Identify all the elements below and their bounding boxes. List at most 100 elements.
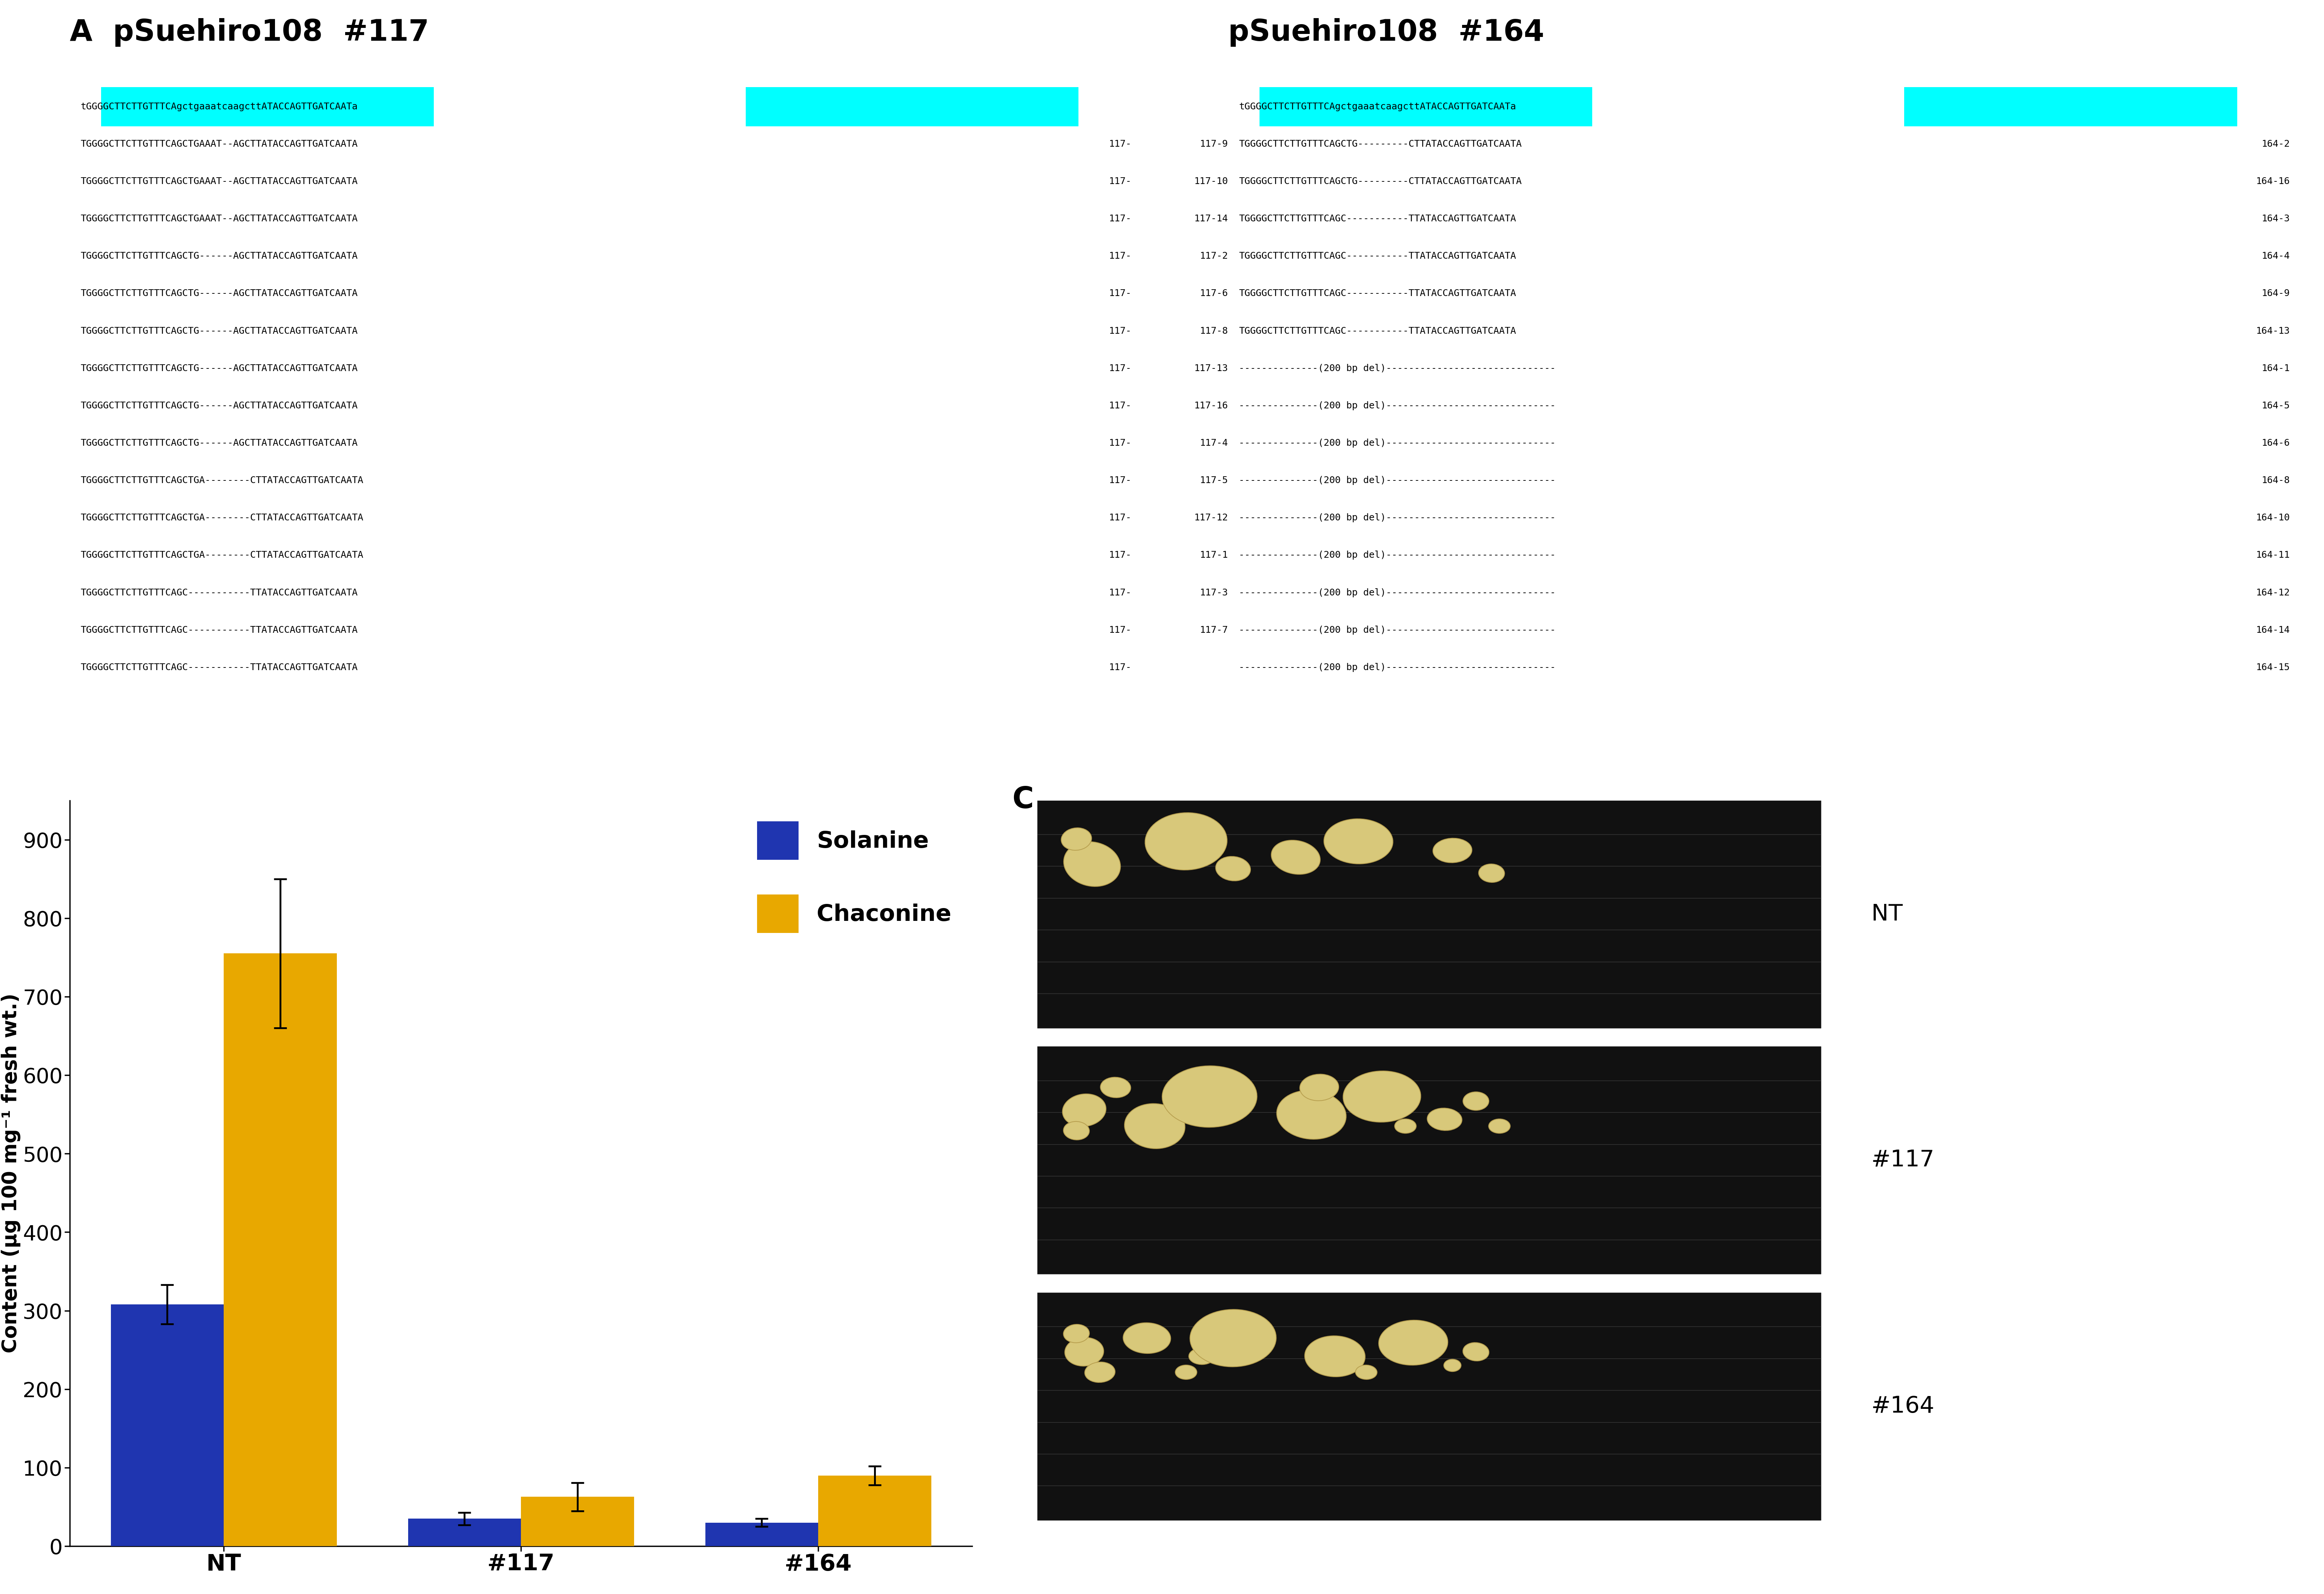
Text: TGGGGCTTCTTGTTTCAGCTGA--------CTTATACCAGTTGATCAATA: TGGGGCTTCTTGTTTCAGCTGA--------CTTATACCAG… <box>81 477 363 485</box>
Text: TGGGGCTTCTTGTTTCAGCTG------AGCTTATACCAGTTGATCAATA: TGGGGCTTCTTGTTTCAGCTG------AGCTTATACCAGT… <box>81 327 358 335</box>
Bar <box>1037 1293 1820 1521</box>
Text: TGGGGCTTCTTGTTTCAGCTGAAAT--AGCTTATACCAGTTGATCAATA: TGGGGCTTCTTGTTTCAGCTGAAAT--AGCTTATACCAGT… <box>81 214 358 223</box>
Text: TGGGGCTTCTTGTTTCAGCTGA--------CTTATACCAGTTGATCAATA: TGGGGCTTCTTGTTTCAGCTGA--------CTTATACCAG… <box>81 513 363 523</box>
Ellipse shape <box>1394 1119 1415 1133</box>
Text: #164: #164 <box>1871 1395 1934 1417</box>
Ellipse shape <box>1064 1337 1104 1366</box>
Text: 117-: 117- <box>1109 625 1132 634</box>
Ellipse shape <box>1162 1066 1257 1127</box>
Text: 117-: 117- <box>1109 327 1132 335</box>
Bar <box>1260 88 1592 126</box>
Text: 117-7: 117-7 <box>1199 625 1227 634</box>
Ellipse shape <box>1343 1071 1420 1122</box>
Ellipse shape <box>1064 1122 1090 1140</box>
Ellipse shape <box>1325 819 1392 864</box>
Ellipse shape <box>1062 827 1092 850</box>
Bar <box>746 88 1078 126</box>
Ellipse shape <box>1464 1092 1490 1111</box>
Text: 164-15: 164-15 <box>2257 663 2289 673</box>
Text: 117-14: 117-14 <box>1195 214 1227 223</box>
Ellipse shape <box>1176 1364 1197 1379</box>
Ellipse shape <box>1299 1074 1339 1101</box>
Text: TGGGGCTTCTTGTTTCAGCTGA--------CTTATACCAGTTGATCAATA: TGGGGCTTCTTGTTTCAGCTGA--------CTTATACCAG… <box>81 550 363 559</box>
Ellipse shape <box>1355 1364 1378 1379</box>
Text: 117-: 117- <box>1109 550 1132 559</box>
Ellipse shape <box>1085 1361 1116 1382</box>
Ellipse shape <box>1271 840 1320 874</box>
Text: 164-4: 164-4 <box>2261 252 2289 261</box>
Ellipse shape <box>1490 1119 1511 1133</box>
Text: TGGGGCTTCTTGTTTCAGCTGAAAT--AGCTTATACCAGTTGATCAATA: TGGGGCTTCTTGTTTCAGCTGAAAT--AGCTTATACCAGT… <box>81 177 358 186</box>
Text: 164-9: 164-9 <box>2261 289 2289 298</box>
Ellipse shape <box>1434 838 1471 862</box>
Ellipse shape <box>1443 1360 1462 1371</box>
Text: --------------(200 bp del)------------------------------: --------------(200 bp del)--------------… <box>1239 438 1555 448</box>
Ellipse shape <box>1462 1342 1490 1361</box>
Text: A  pSuehiro108  #117: A pSuehiro108 #117 <box>70 18 430 46</box>
Text: 164-11: 164-11 <box>2257 550 2289 559</box>
Text: tGGGGCTTCTTGTTTCAgctgaaatcaagcttATACCAGTTGATCAATa: tGGGGCTTCTTGTTTCAgctgaaatcaagcttATACCAGT… <box>81 102 358 112</box>
Text: 164-14: 164-14 <box>2257 625 2289 634</box>
Ellipse shape <box>1478 864 1504 883</box>
Text: TGGGGCTTCTTGTTTCAGC-----------TTATACCAGTTGATCAATA: TGGGGCTTCTTGTTTCAGC-----------TTATACCAGT… <box>1239 252 1515 261</box>
Text: C: C <box>1011 786 1034 815</box>
Ellipse shape <box>1062 1093 1106 1127</box>
Text: 117-12: 117-12 <box>1195 513 1227 523</box>
Text: TGGGGCTTCTTGTTTCAGC-----------TTATACCAGTTGATCAATA: TGGGGCTTCTTGTTTCAGC-----------TTATACCAGT… <box>81 588 358 598</box>
Text: 117-: 117- <box>1109 402 1132 410</box>
Ellipse shape <box>1125 1103 1185 1149</box>
Y-axis label: Content (µg 100 mg⁻¹ fresh wt.): Content (µg 100 mg⁻¹ fresh wt.) <box>0 993 21 1353</box>
Text: --------------(200 bp del)------------------------------: --------------(200 bp del)--------------… <box>1239 477 1555 485</box>
Text: 117-: 117- <box>1109 363 1132 373</box>
Text: --------------(200 bp del)------------------------------: --------------(200 bp del)--------------… <box>1239 663 1555 673</box>
Text: 117-: 117- <box>1109 289 1132 298</box>
Ellipse shape <box>1378 1320 1448 1364</box>
Text: TGGGGCTTCTTGTTTCAGCTG------AGCTTATACCAGTTGATCAATA: TGGGGCTTCTTGTTTCAGCTG------AGCTTATACCAGT… <box>81 438 358 448</box>
Bar <box>818 1476 932 1546</box>
Text: 117-16: 117-16 <box>1195 402 1227 410</box>
Ellipse shape <box>1102 1078 1132 1098</box>
Text: TGGGGCTTCTTGTTTCAGCTG------AGCTTATACCAGTTGATCAATA: TGGGGCTTCTTGTTTCAGCTG------AGCTTATACCAGT… <box>81 363 358 373</box>
Ellipse shape <box>1190 1309 1276 1366</box>
Text: 164-3: 164-3 <box>2261 214 2289 223</box>
Bar <box>1037 800 1820 1028</box>
Text: 117-13: 117-13 <box>1195 363 1227 373</box>
Text: 117-2: 117-2 <box>1199 252 1227 261</box>
Ellipse shape <box>1064 842 1120 886</box>
Text: TGGGGCTTCTTGTTTCAGC-----------TTATACCAGTTGATCAATA: TGGGGCTTCTTGTTTCAGC-----------TTATACCAGT… <box>81 625 358 634</box>
Text: TGGGGCTTCTTGTTTCAGC-----------TTATACCAGTTGATCAATA: TGGGGCTTCTTGTTTCAGC-----------TTATACCAGT… <box>1239 289 1515 298</box>
Text: #117: #117 <box>1871 1149 1934 1172</box>
Bar <box>1037 1047 1820 1274</box>
Text: 164-12: 164-12 <box>2257 588 2289 598</box>
Bar <box>1903 88 2238 126</box>
Text: 164-10: 164-10 <box>2257 513 2289 523</box>
Text: TGGGGCTTCTTGTTTCAGC-----------TTATACCAGTTGATCAATA: TGGGGCTTCTTGTTTCAGC-----------TTATACCAGT… <box>1239 214 1515 223</box>
Text: 117-4: 117-4 <box>1199 438 1227 448</box>
Text: 117-10: 117-10 <box>1195 177 1227 186</box>
Text: TGGGGCTTCTTGTTTCAGC-----------TTATACCAGTTGATCAATA: TGGGGCTTCTTGTTTCAGC-----------TTATACCAGT… <box>1239 327 1515 335</box>
Text: TGGGGCTTCTTGTTTCAGC-----------TTATACCAGTTGATCAATA: TGGGGCTTCTTGTTTCAGC-----------TTATACCAGT… <box>81 663 358 673</box>
Bar <box>521 1497 634 1546</box>
Bar <box>102 88 435 126</box>
Ellipse shape <box>1064 1325 1090 1342</box>
Text: 117-: 117- <box>1109 140 1132 148</box>
Ellipse shape <box>1146 813 1227 870</box>
Ellipse shape <box>1276 1090 1346 1140</box>
Text: 117-: 117- <box>1109 177 1132 186</box>
Text: 117-8: 117-8 <box>1199 327 1227 335</box>
Text: TGGGGCTTCTTGTTTCAGCTG------AGCTTATACCAGTTGATCAATA: TGGGGCTTCTTGTTTCAGCTG------AGCTTATACCAGT… <box>81 402 358 410</box>
Text: 117-: 117- <box>1109 663 1132 673</box>
Bar <box>223 953 337 1546</box>
Ellipse shape <box>1427 1108 1462 1130</box>
Text: 117-6: 117-6 <box>1199 289 1227 298</box>
Text: --------------(200 bp del)------------------------------: --------------(200 bp del)--------------… <box>1239 363 1555 373</box>
Text: 164-2: 164-2 <box>2261 140 2289 148</box>
Text: --------------(200 bp del)------------------------------: --------------(200 bp del)--------------… <box>1239 402 1555 410</box>
Text: 164-16: 164-16 <box>2257 177 2289 186</box>
Text: 117-1: 117-1 <box>1199 550 1227 559</box>
Bar <box>704 1522 818 1546</box>
Text: 117-: 117- <box>1109 214 1132 223</box>
Text: 117-5: 117-5 <box>1199 477 1227 485</box>
Legend: Solanine, Chaconine: Solanine, Chaconine <box>748 811 960 942</box>
Text: 117-: 117- <box>1109 477 1132 485</box>
